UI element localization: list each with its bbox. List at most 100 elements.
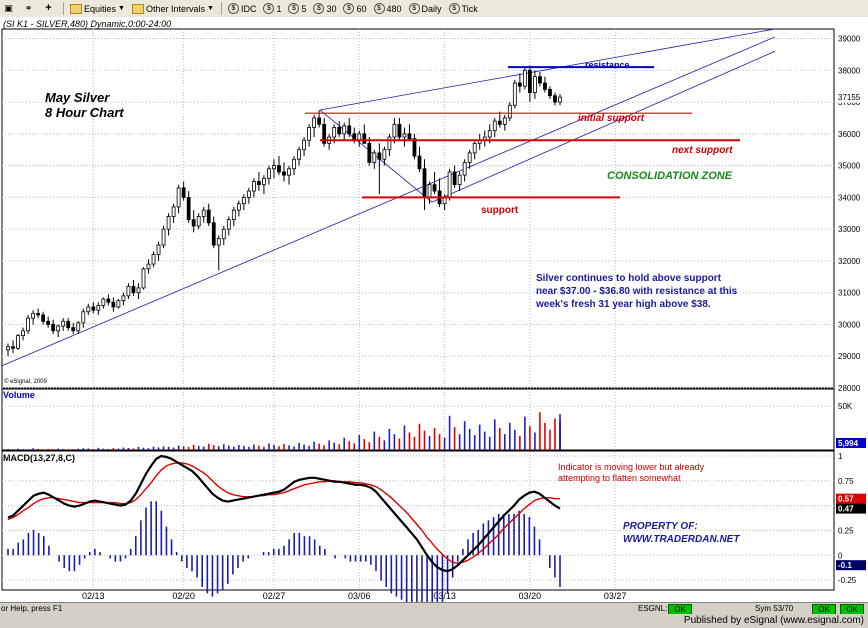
price-candle xyxy=(312,114,317,138)
candle-body xyxy=(487,130,492,138)
price-candle xyxy=(267,165,271,185)
macd-line xyxy=(7,454,561,573)
toolbar-button-label: 5 xyxy=(301,3,307,14)
toolbar-button-other-intervals[interactable]: Other Intervals ▼ xyxy=(129,1,217,16)
toolbar-button-label: Other Intervals xyxy=(145,3,205,14)
price-candle xyxy=(277,156,281,176)
price-candle xyxy=(126,283,131,300)
candle-body xyxy=(176,187,181,208)
candle-body xyxy=(141,268,146,289)
price-candle xyxy=(462,159,467,182)
toolbar-button-equities[interactable]: Equities ▼ xyxy=(67,1,128,16)
candle-body xyxy=(342,125,347,135)
candle-body xyxy=(407,133,412,140)
price-tick-label: 29000 xyxy=(838,352,861,361)
candle-body xyxy=(417,155,422,170)
macd-hist-badge xyxy=(836,560,866,571)
candle-body xyxy=(231,209,236,221)
price-candle xyxy=(211,216,216,249)
price-candle xyxy=(257,171,261,192)
candle-body xyxy=(171,206,176,217)
copyright-label: © eSignal, 2009 xyxy=(4,378,47,385)
price-tick-label: 39000 xyxy=(838,35,861,44)
price-candle xyxy=(307,124,311,147)
price-candle xyxy=(382,146,387,166)
candle-body xyxy=(272,165,276,170)
price-candle xyxy=(452,165,457,188)
toolbar-button-480[interactable]: $480 xyxy=(371,1,405,16)
price-candle xyxy=(241,194,246,211)
candle-body xyxy=(512,82,517,106)
toolbar-button-5[interactable]: $5 xyxy=(285,1,309,16)
add-icon-button[interactable]: + xyxy=(40,1,59,16)
chart-header: (SI K1 - SILVER,480) Dynamic,0:00-24:00 xyxy=(3,19,171,29)
candle-body xyxy=(522,69,527,87)
candle-body xyxy=(181,187,186,198)
macd-panel-label: MACD(13,27,8,C) xyxy=(3,453,75,463)
price-candle xyxy=(6,343,10,357)
candle-body xyxy=(131,285,136,294)
toolbar-button-30[interactable]: $30 xyxy=(310,1,339,16)
price-candle xyxy=(502,114,507,131)
chart-window: (SI K1 - SILVER,480) Dynamic,0:00-24:00 … xyxy=(0,17,868,616)
candle-body xyxy=(502,117,507,125)
candle-body xyxy=(492,120,497,132)
price-candle xyxy=(96,302,101,315)
link-icon-button[interactable]: ⚭ xyxy=(20,1,39,16)
price-candle xyxy=(302,137,306,157)
price-candle xyxy=(522,67,527,90)
circle-5-icon: $ xyxy=(288,3,300,14)
candle-body xyxy=(41,314,46,322)
candle-body xyxy=(287,168,291,176)
candle-body xyxy=(332,127,337,138)
candle-body xyxy=(16,335,20,349)
candle-body xyxy=(558,96,562,103)
candle-body xyxy=(251,181,256,192)
volume-tick-label: 50K xyxy=(838,402,853,411)
volume-panel-frame xyxy=(1,388,835,451)
toolbar-button-60[interactable]: $60 xyxy=(340,1,369,16)
candle-body xyxy=(111,301,116,308)
chart-canvas[interactable]: (SI K1 - SILVER,480) Dynamic,0:00-24:00 … xyxy=(0,17,868,616)
candle-body xyxy=(543,82,547,90)
candle-body xyxy=(347,125,352,135)
candle-body xyxy=(31,312,35,319)
price-candle xyxy=(272,159,276,179)
toolbar-button-idc[interactable]: $ IDC xyxy=(225,1,260,16)
macd-tick-label: -0.25 xyxy=(838,576,857,585)
circle-60-icon: $ xyxy=(343,3,355,14)
price-candle xyxy=(387,133,392,157)
commentary-line-2: near $37.00 - $36.80 with resistance at … xyxy=(536,286,738,297)
lower-trendline xyxy=(1,36,776,367)
price-candle xyxy=(538,71,542,87)
macd-tick-label: 0.25 xyxy=(838,526,854,535)
property-line-2: WWW.TRADERDAN.NET xyxy=(623,534,740,545)
candle-body xyxy=(337,127,342,135)
candle-body xyxy=(46,320,51,325)
toolbar-button-tick[interactable]: $ Tick xyxy=(446,1,481,16)
toolbar-button-daily[interactable]: $ Daily xyxy=(406,1,445,16)
price-candle xyxy=(31,310,35,325)
date-tick-label: 02/20 xyxy=(172,591,195,601)
price-candle xyxy=(226,216,231,236)
status-bar: or Help, press F1 ESGNL: OK Sym 53/70 OK… xyxy=(0,602,868,616)
circle-s-icon: $ xyxy=(227,3,239,14)
upper-trendline xyxy=(319,28,776,111)
last-price-badge xyxy=(835,91,867,103)
candle-body xyxy=(211,222,216,246)
candle-body xyxy=(166,216,171,230)
candle-body xyxy=(186,196,191,221)
candle-body xyxy=(36,312,41,316)
open-icon-button[interactable]: ▣ xyxy=(0,1,19,16)
candle-body xyxy=(96,304,101,311)
toolbar-button-1[interactable]: $1 xyxy=(260,1,284,16)
price-tick-label: 34000 xyxy=(838,193,861,202)
candle-body xyxy=(447,171,452,198)
candle-body xyxy=(392,123,397,138)
candle-body xyxy=(377,152,382,160)
candle-body xyxy=(538,76,542,84)
price-candle xyxy=(347,117,352,138)
candle-body xyxy=(26,317,30,332)
macd-tick-label: 0 xyxy=(838,551,843,560)
candle-body xyxy=(226,219,231,230)
